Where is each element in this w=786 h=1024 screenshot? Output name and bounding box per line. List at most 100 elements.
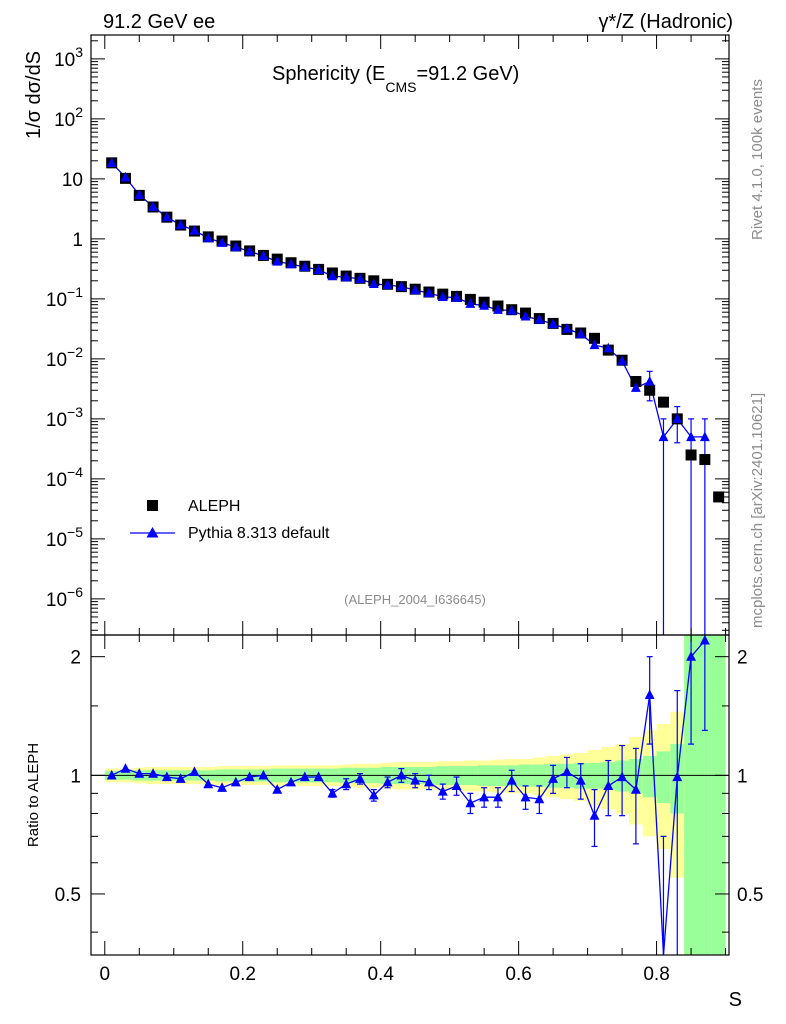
ratio-point [575,775,586,785]
pythia-point [617,355,628,366]
ratio-point [451,780,462,791]
ratio-point [175,773,186,783]
main-y-tick-label: 102 [54,104,83,131]
pythia-point [451,292,462,302]
main-y-tick-label: 10−5 [46,524,83,551]
pythia-point [437,291,448,301]
pythia-point [134,189,145,200]
ratio-point [699,634,710,645]
pythia-point [313,264,324,274]
pythia-point [189,224,200,235]
pythia-point [106,157,117,167]
pythia-point [341,271,352,282]
main-y-tick-exponent: −2 [67,344,83,360]
main-y-tick-label: 1 [72,230,83,251]
chart-title: Sphericity (ECMS=91.2 GeV) [272,63,519,95]
ratio-point [630,784,641,794]
ratio-plot [91,634,729,956]
aleph-point [630,375,642,387]
pythia-point [492,304,503,314]
legend-pythia-marker [146,527,159,538]
ratio-point [341,778,352,789]
main-y-tick-label: 10−2 [46,344,83,371]
ratio-point [244,771,255,782]
analysis-watermark: (ALEPH_2004_I636645) [344,592,486,607]
main-y-tick-base: 10 [54,50,75,71]
ratio-y-tick-label-left: 1 [70,766,81,787]
legend-aleph-label: ALEPH [188,498,240,515]
aleph-point [657,396,669,408]
aleph-point [589,332,601,344]
green-band-bin [656,751,671,804]
ratio-point [230,776,241,787]
pythia-point [548,318,559,329]
pythia-point [327,270,338,281]
ratio-y-tick-label-left: 2 [70,648,81,669]
main-y-tick-exponent: −6 [67,584,83,600]
main-plot-frame [90,34,730,636]
pythia-point [299,261,310,272]
ratio-plot-frame [90,634,730,956]
pythia-point [272,255,283,266]
pythia-point [686,431,697,442]
pythia-point [561,323,572,333]
main-y-tick-exponent: −3 [67,404,83,420]
main-y-tick-base: 10 [46,470,67,491]
ratio-xlabel: S [729,989,742,1011]
main-y-tick-exponent: −5 [67,524,83,540]
ratio-point [603,780,614,791]
main-y-tick-base: 10 [46,290,67,311]
pythia-point [575,328,586,339]
pythia-point [424,287,434,298]
green-band-bin [697,635,712,955]
pythia-point [230,241,241,252]
mcplots-label: mcplots.cern.ch [arXiv:2401.10621] [749,393,766,628]
pythia-point [520,310,531,321]
pythia-point [699,431,710,442]
pythia-point [630,382,641,392]
ratio-ylabel: Ratio to ALEPH [25,743,42,847]
aleph-point [644,384,656,396]
ratio-point [410,775,421,785]
aleph-point [699,454,711,466]
x-tick-label: 0.4 [367,964,394,985]
main-y-tick-base: 10 [46,530,67,551]
ratio-y-tick-label-right: 0.5 [737,885,763,906]
ratio-point [189,766,200,777]
green-band-bin [684,635,698,955]
pythia-point [506,305,517,315]
main-plot [106,157,725,635]
ratio-point [217,782,227,792]
ratio-point [203,778,214,789]
header-left-label: 91.2 GeV ee [103,11,215,33]
pythia-point [589,339,600,350]
ratio-point [134,768,145,778]
ratio-uncertainty-bands [104,635,726,955]
legend-pythia-label: Pythia 8.313 default [188,525,330,542]
ratio-point [520,791,531,802]
ratio-point [672,771,683,782]
pythia-point [244,245,255,256]
ratio-point [506,775,517,785]
ratio-point [313,771,324,782]
pythia-point [148,201,159,211]
main-y-tick-base: 10 [46,590,67,611]
ratio-point [686,651,697,661]
legend: ALEPH Pythia 8.313 default [130,498,330,542]
main-ylabel: 1/σ dσ/dS [23,51,45,139]
ratio-point [368,789,379,800]
ratio-point [148,768,159,778]
main-y-tick-base: 10 [46,410,67,431]
main-y-tick-exponent: 2 [75,104,83,120]
aleph-point [713,491,725,503]
ratio-point [548,773,559,783]
main-y-tick-base: 10 [62,170,83,191]
ratio-point [396,769,407,780]
chart-title-tail: =91.2 GeV) [417,63,520,85]
main-y-tick-label: 10−1 [46,284,83,311]
ratio-point [355,773,365,783]
ratio-point [492,791,503,802]
ratio-point [327,787,338,798]
